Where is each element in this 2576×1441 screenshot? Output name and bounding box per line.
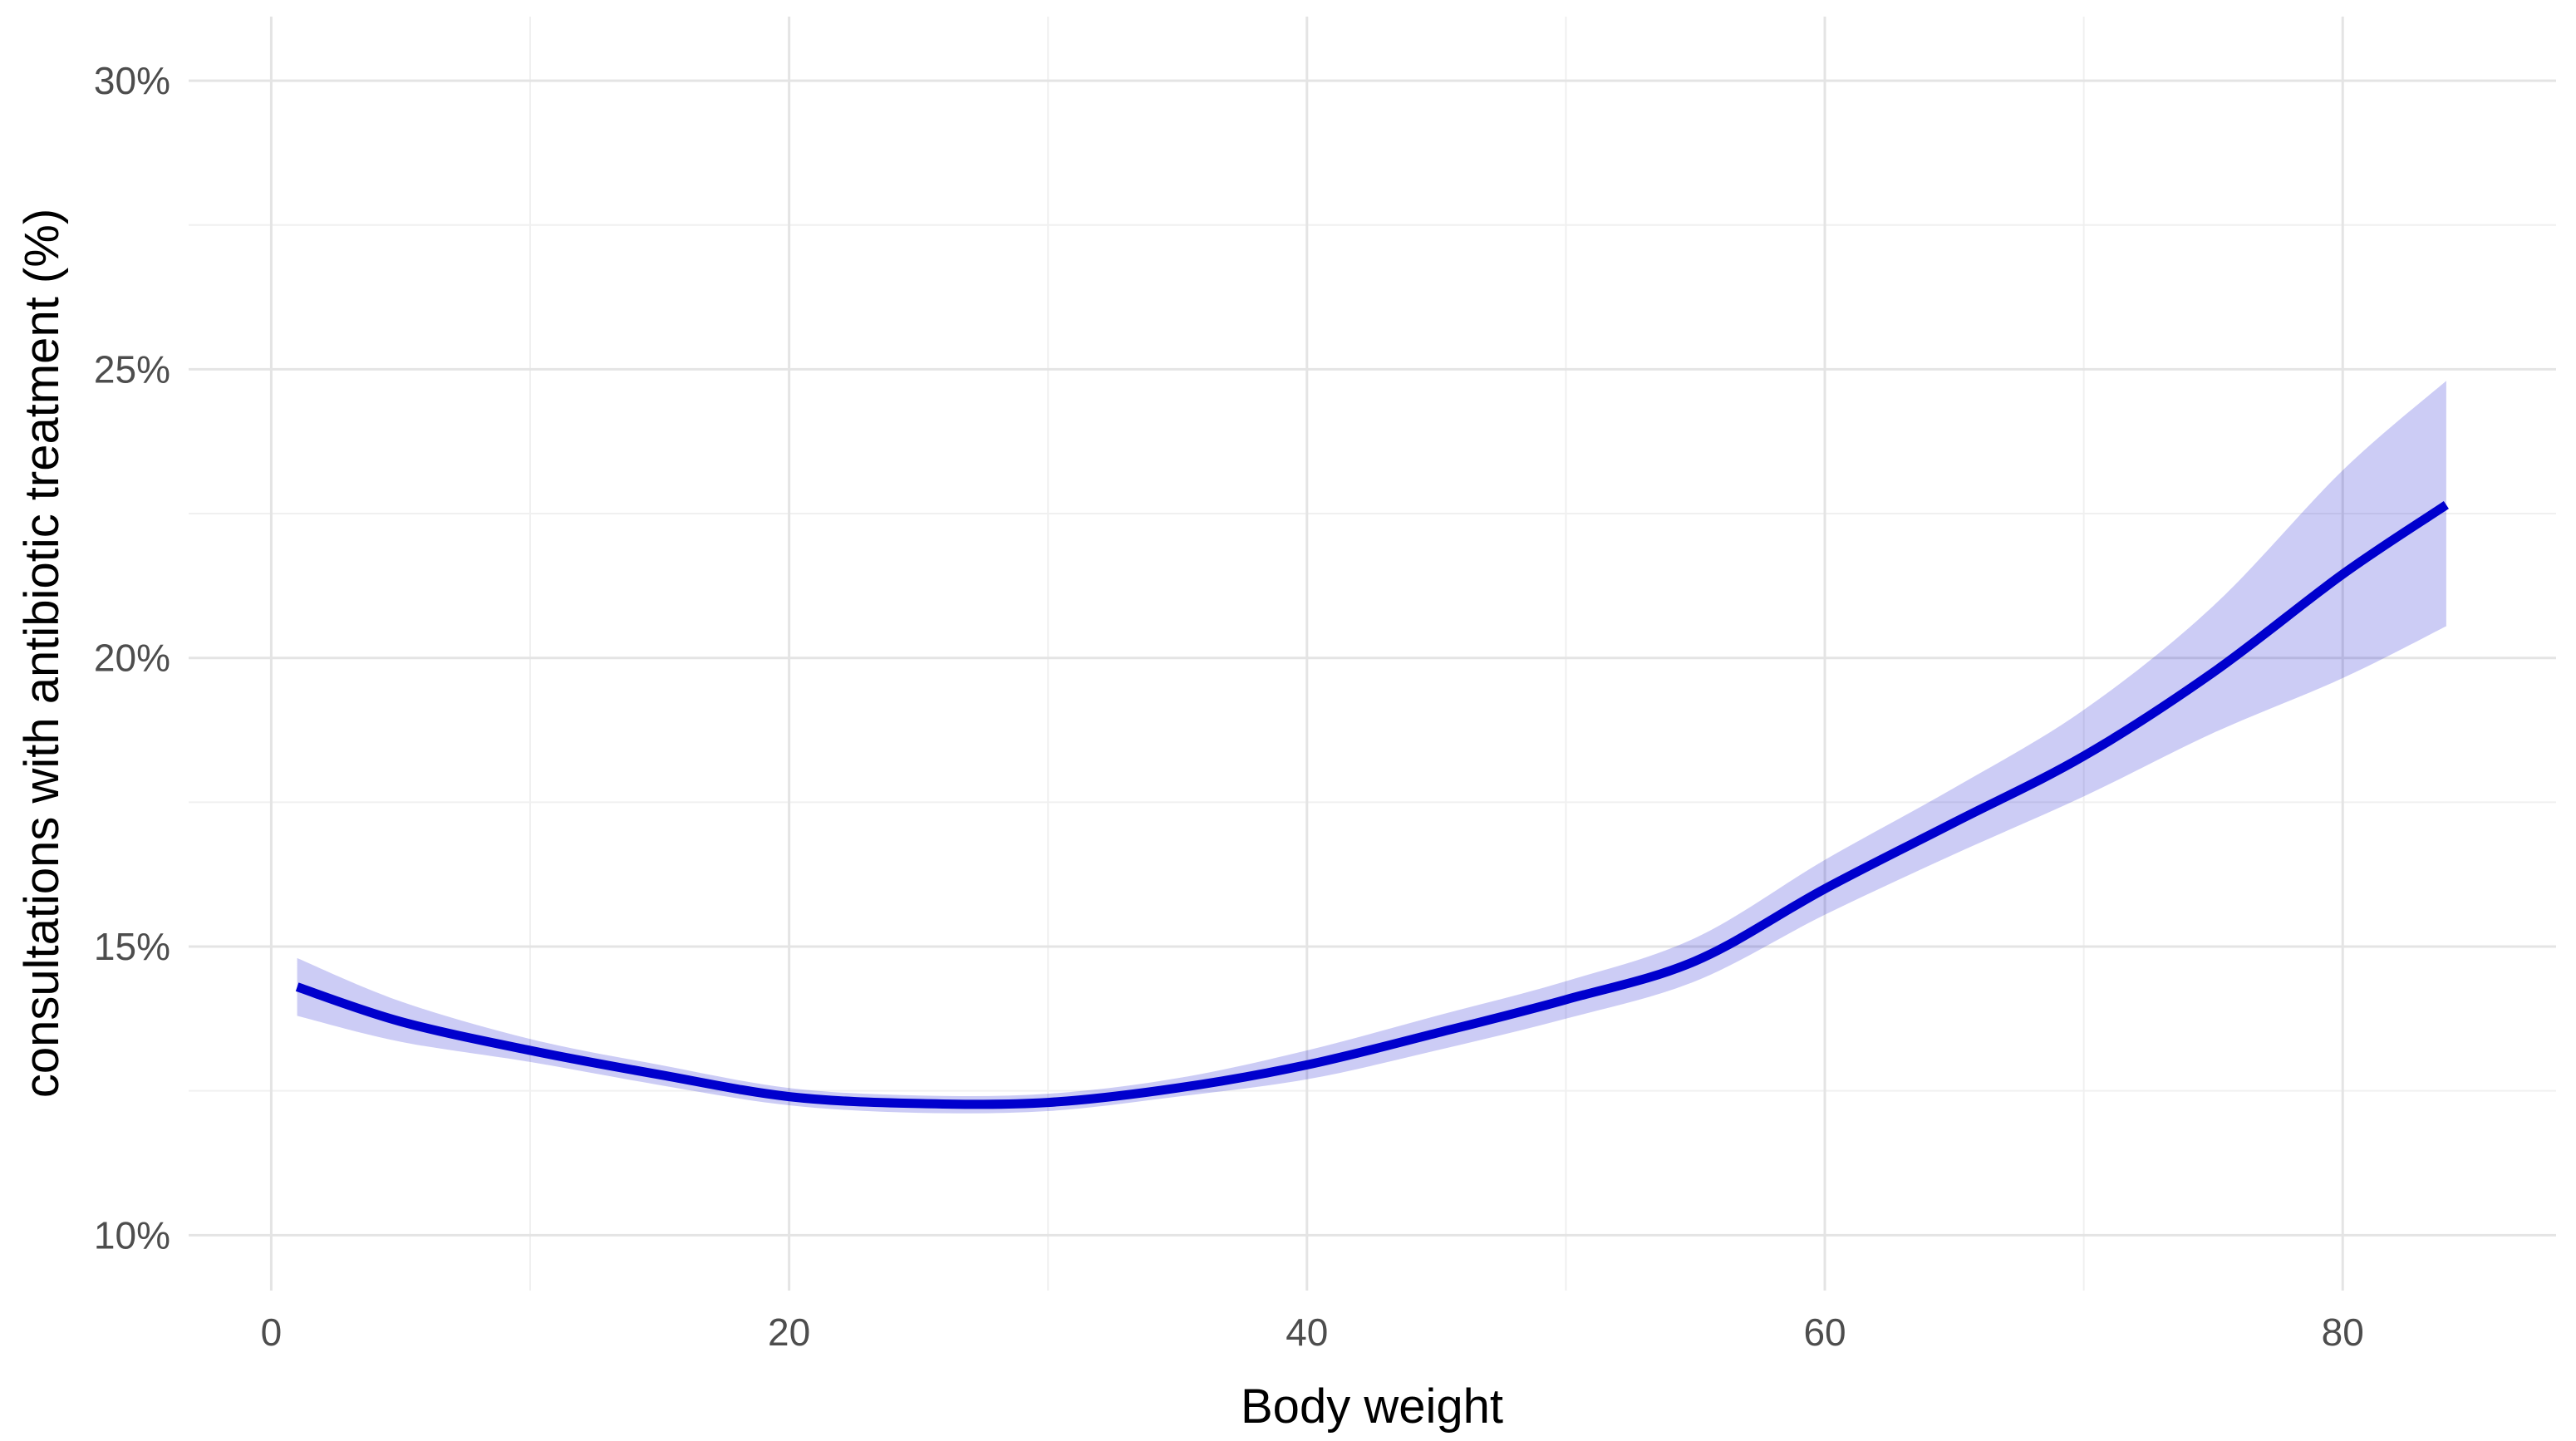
y-tick-label: 20% xyxy=(94,637,170,680)
x-tick-label: 20 xyxy=(768,1311,810,1354)
x-tick-label: 80 xyxy=(2322,1311,2364,1354)
trend-line xyxy=(295,501,2449,1109)
y-tick-label: 25% xyxy=(94,347,170,391)
y-tick-label: 30% xyxy=(94,59,170,102)
y-tick-label: 10% xyxy=(94,1213,170,1257)
y-axis-tick-labels: 10% 15% 20% 25% 30% xyxy=(94,59,170,1257)
confidence-ribbon xyxy=(297,381,2446,1114)
panel-grid-minor xyxy=(189,17,2556,1291)
panel-grid-major xyxy=(189,17,2556,1291)
x-axis-tick-labels: 0 20 40 60 80 xyxy=(261,1311,2364,1354)
x-axis-title: Body weight xyxy=(1241,1380,1503,1434)
y-tick-label: 15% xyxy=(94,925,170,968)
x-tick-label: 60 xyxy=(1803,1311,1846,1354)
y-axis-title: consultations with antibiotic treatment … xyxy=(15,209,69,1098)
x-tick-label: 0 xyxy=(261,1311,283,1354)
x-tick-label: 40 xyxy=(1286,1311,1328,1354)
